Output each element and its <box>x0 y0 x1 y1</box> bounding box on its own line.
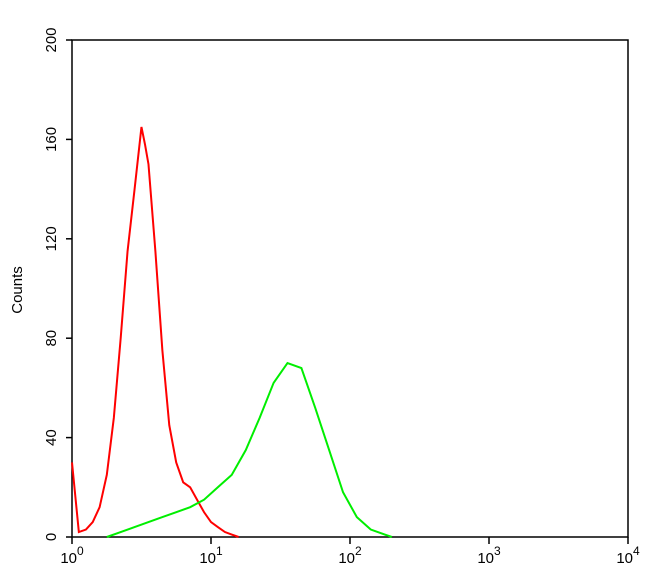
histogram-line <box>71 126 239 538</box>
y-axis-label: Counts <box>9 266 26 314</box>
x-tick-exponent: 0 <box>77 544 84 558</box>
x-tick-base: 10 <box>338 550 355 567</box>
x-tick-exponent: 2 <box>355 544 362 558</box>
histogram-line <box>106 361 393 538</box>
x-tick-exponent: 1 <box>216 544 223 558</box>
x-tick-label: 100 <box>60 544 84 567</box>
y-tick-label: 200 <box>43 27 60 52</box>
x-tick-label: 101 <box>199 544 223 567</box>
x-tick-label: 103 <box>477 544 501 567</box>
y-tick-label: 160 <box>43 127 60 152</box>
x-tick-base: 10 <box>60 550 77 567</box>
y-tick-label: 120 <box>43 226 60 251</box>
x-tick-label: 104 <box>616 544 640 567</box>
x-tick-exponent: 3 <box>494 544 501 558</box>
x-tick-base: 10 <box>199 550 216 567</box>
y-tick-label: 80 <box>43 330 60 347</box>
plot-frame <box>71 39 629 538</box>
x-tick-label: 102 <box>338 544 362 567</box>
x-tick-exponent: 4 <box>633 544 640 558</box>
y-tick-label: 0 <box>43 533 60 541</box>
x-tick-base: 10 <box>477 550 494 567</box>
y-tick-label: 40 <box>43 429 60 446</box>
x-tick-base: 10 <box>616 550 633 567</box>
